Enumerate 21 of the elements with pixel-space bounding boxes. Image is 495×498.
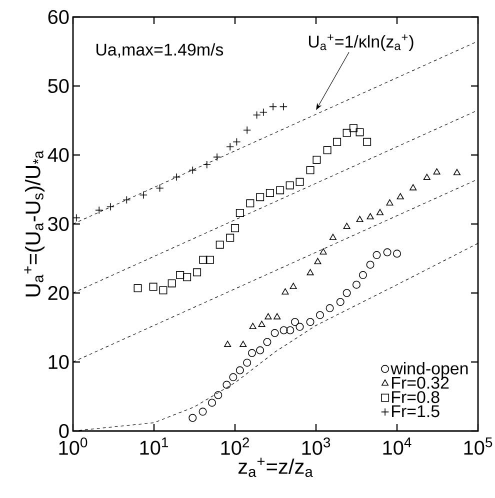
- x-tick-label: 10$^{4}$: [383, 438, 412, 455]
- legend-label: wind-open: [390, 362, 468, 378]
- legend-label: Fr=0.8: [392, 391, 440, 404]
- x-tick-label: 10$^{1}$: [140, 438, 168, 455]
- legend-label: Fr=1.5: [392, 405, 440, 418]
- legend-label: Fr=0.32: [392, 376, 449, 389]
- annotation: U$_{a}$$^{+}$=1/κln(z$_{a}$$^{+}$): [308, 34, 414, 51]
- x-tick-label: 10$^{0}$: [59, 438, 88, 455]
- y-tick-label: 30: [48, 216, 69, 232]
- y-tick-label: 50: [48, 78, 69, 94]
- y-tick-label: 10: [48, 354, 69, 370]
- y-tick-label: 0: [59, 424, 69, 438]
- annotation: Ua,max=1.49m/s: [96, 43, 224, 58]
- y-tick-label: 40: [48, 148, 69, 162]
- x-tick-label: 10$^{5}$: [464, 438, 492, 455]
- text: U$_{a}$$^{+}$=(U$_{a}$-U$_{s}$)/U$_{*a}$: [24, 150, 44, 296]
- y-tick-label: 60: [48, 10, 69, 24]
- x-tick-label: 10$^{2}$: [221, 438, 250, 455]
- y-tick-label: 20: [48, 286, 69, 300]
- x-axis-title: z$_{a}$$^{+}$=z/z$_{a}$: [238, 458, 313, 477]
- x-tick-label: 10$^{3}$: [302, 438, 330, 455]
